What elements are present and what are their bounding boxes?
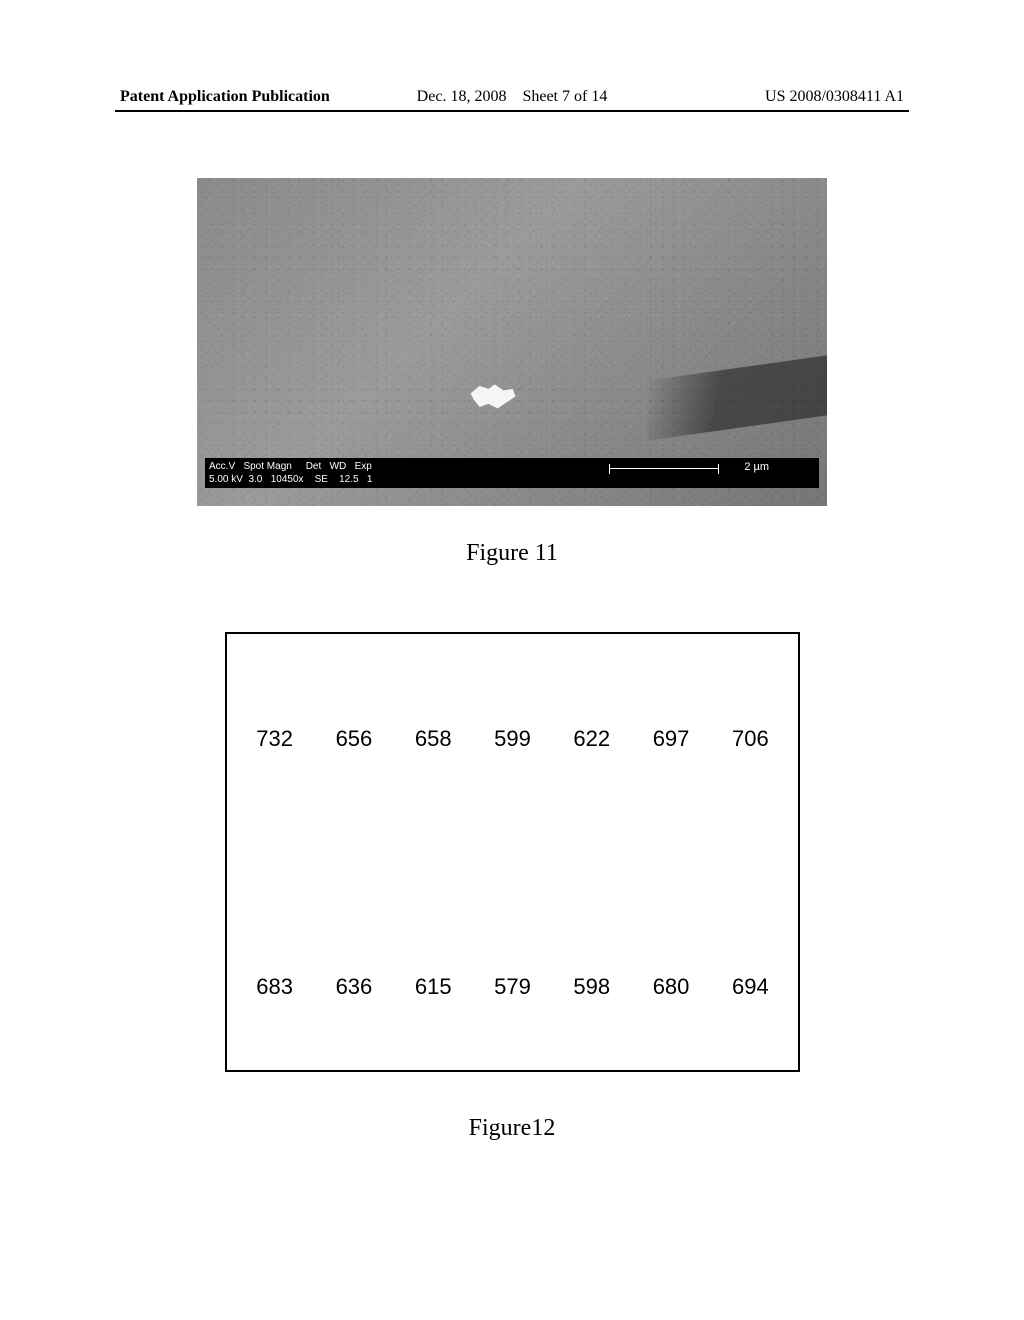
data-row-1: 732 656 658 599 622 697 706 (227, 726, 798, 752)
data-cell: 680 (631, 974, 710, 1000)
data-cell: 683 (235, 974, 314, 1000)
sem-info-bar: Acc.V Spot Magn Det WD Exp 5.00 kV 3.0 1… (205, 458, 819, 488)
header-rule (115, 110, 909, 112)
sem-scale-label: 2 µm (744, 461, 769, 473)
header-date: Dec. 18, 2008 (417, 88, 507, 105)
data-cell: 636 (314, 974, 393, 1000)
header-pubnum: US 2008/0308411 A1 (765, 88, 904, 106)
data-cell: 697 (631, 726, 710, 752)
header-publication: Patent Application Publication (120, 88, 330, 106)
sem-scale-line (610, 468, 718, 469)
figure-12-caption: Figure12 (0, 1115, 1024, 1142)
data-cell: 622 (552, 726, 631, 752)
data-row-2: 683 636 615 579 598 680 694 (227, 974, 798, 1000)
header-center: Dec. 18, 2008 Sheet 7 of 14 (417, 88, 608, 106)
data-cell: 656 (314, 726, 393, 752)
data-cell: 615 (394, 974, 473, 1000)
sem-texture (197, 178, 827, 506)
sem-scale-bar (609, 464, 719, 474)
data-cell: 732 (235, 726, 314, 752)
sem-micrograph: Acc.V Spot Magn Det WD Exp 5.00 kV 3.0 1… (197, 178, 827, 506)
data-cell: 598 (552, 974, 631, 1000)
data-cell: 579 (473, 974, 552, 1000)
data-cell: 599 (473, 726, 552, 752)
data-cell: 658 (394, 726, 473, 752)
data-cell: 706 (711, 726, 790, 752)
header-sheet: Sheet 7 of 14 (522, 88, 607, 105)
sem-info-text: Acc.V Spot Magn Det WD Exp 5.00 kV 3.0 1… (209, 460, 372, 486)
figure-12-databox: 732 656 658 599 622 697 706 683 636 615 … (225, 632, 800, 1072)
page-header: Patent Application Publication Dec. 18, … (120, 88, 904, 106)
data-cell: 694 (711, 974, 790, 1000)
figure-11-caption: Figure 11 (0, 540, 1024, 567)
